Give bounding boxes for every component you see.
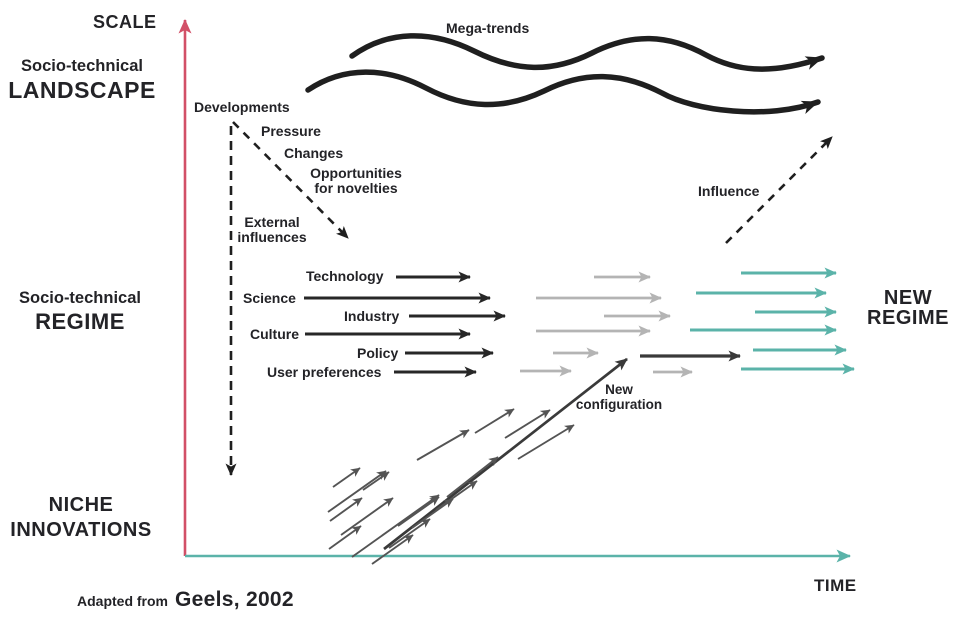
regime-label-line2: REGIME xyxy=(35,309,125,334)
regime-label-line1: Socio-technical xyxy=(19,289,141,307)
megatrend-wave-bottom xyxy=(305,69,821,115)
niche-level-label: NICHE INNOVATIONS xyxy=(0,494,166,542)
new-regime-line1: NEW xyxy=(883,287,933,309)
channel-science-label: Science xyxy=(243,290,296,306)
niche-label-line2: INNOVATIONS xyxy=(10,519,152,541)
niche-arrow xyxy=(371,534,414,565)
niche-arrow xyxy=(332,467,361,488)
external-line2: influences xyxy=(237,229,307,245)
megatrend-wave-top xyxy=(349,33,825,72)
developments-label: Developments xyxy=(194,99,290,115)
niche-arrow xyxy=(328,525,362,550)
external-influences-label: External influences xyxy=(230,215,314,245)
caption-source: Geels, 2002 xyxy=(175,588,294,611)
niche-arrow xyxy=(362,471,390,491)
opportunities-label: Opportunities for novelties xyxy=(300,166,412,196)
opportunities-line2: for novelties xyxy=(314,180,398,196)
influence-label: Influence xyxy=(698,183,760,199)
time-axis-label: TIME xyxy=(814,576,857,595)
landscape-level-label: Socio-technical LANDSCAPE xyxy=(0,57,164,104)
channel-policy-label: Policy xyxy=(357,345,399,361)
new-configuration-diagonal-arrow xyxy=(383,357,628,551)
pressure-label: Pressure xyxy=(261,123,321,139)
external-line1: External xyxy=(244,214,300,230)
niche-arrow xyxy=(329,497,363,522)
new-regime-line2: REGIME xyxy=(867,307,949,329)
niche-arrow xyxy=(474,408,515,434)
niche-arrow xyxy=(517,424,575,460)
channel-culture-label: Culture xyxy=(250,326,299,342)
new-configuration-arrows xyxy=(383,350,741,551)
channel-user-preferences-label: User preferences xyxy=(267,364,382,380)
niche-arrow xyxy=(504,409,551,439)
niche-arrow xyxy=(397,496,440,527)
caption-prefix: Adapted from xyxy=(77,593,168,609)
new-regime-arrows xyxy=(690,267,855,375)
niche-innovation-arrows xyxy=(327,408,575,565)
regime-level-label: Socio-technical REGIME xyxy=(0,289,160,335)
influence-arrow xyxy=(725,136,833,244)
niche-arrow xyxy=(388,518,431,549)
channel-industry-label: Industry xyxy=(344,308,400,324)
mega-trends-label: Mega-trends xyxy=(446,20,530,36)
source-caption: Adapted from Geels, 2002 xyxy=(77,588,294,612)
regime-transition-arrows xyxy=(520,271,693,378)
niche-label-line1: NICHE xyxy=(48,494,114,516)
niche-arrow xyxy=(446,456,499,498)
dashed-arrows xyxy=(225,121,833,476)
regime-arrows xyxy=(304,271,506,378)
landscape-pressure-arrow xyxy=(232,121,349,239)
opportunities-line1: Opportunities xyxy=(310,165,402,181)
new-regime-label: NEW REGIME xyxy=(852,288,964,328)
new-configuration-line2: configuration xyxy=(575,397,663,412)
niche-arrow xyxy=(351,494,440,558)
new-configuration-label: New configuration xyxy=(563,382,675,412)
niche-arrow xyxy=(327,470,387,513)
landscape-label-line2: LANDSCAPE xyxy=(8,77,156,103)
new-configuration-line1: New xyxy=(605,382,633,397)
landscape-label-line1: Socio-technical xyxy=(21,57,143,75)
channel-technology-label: Technology xyxy=(306,268,384,284)
niche-arrow xyxy=(340,497,394,536)
niche-arrow xyxy=(435,480,478,511)
scale-axis-label: SCALE xyxy=(93,12,157,32)
megatrend-waves xyxy=(305,33,825,115)
changes-label: Changes xyxy=(284,145,344,161)
niche-arrow xyxy=(416,429,470,461)
